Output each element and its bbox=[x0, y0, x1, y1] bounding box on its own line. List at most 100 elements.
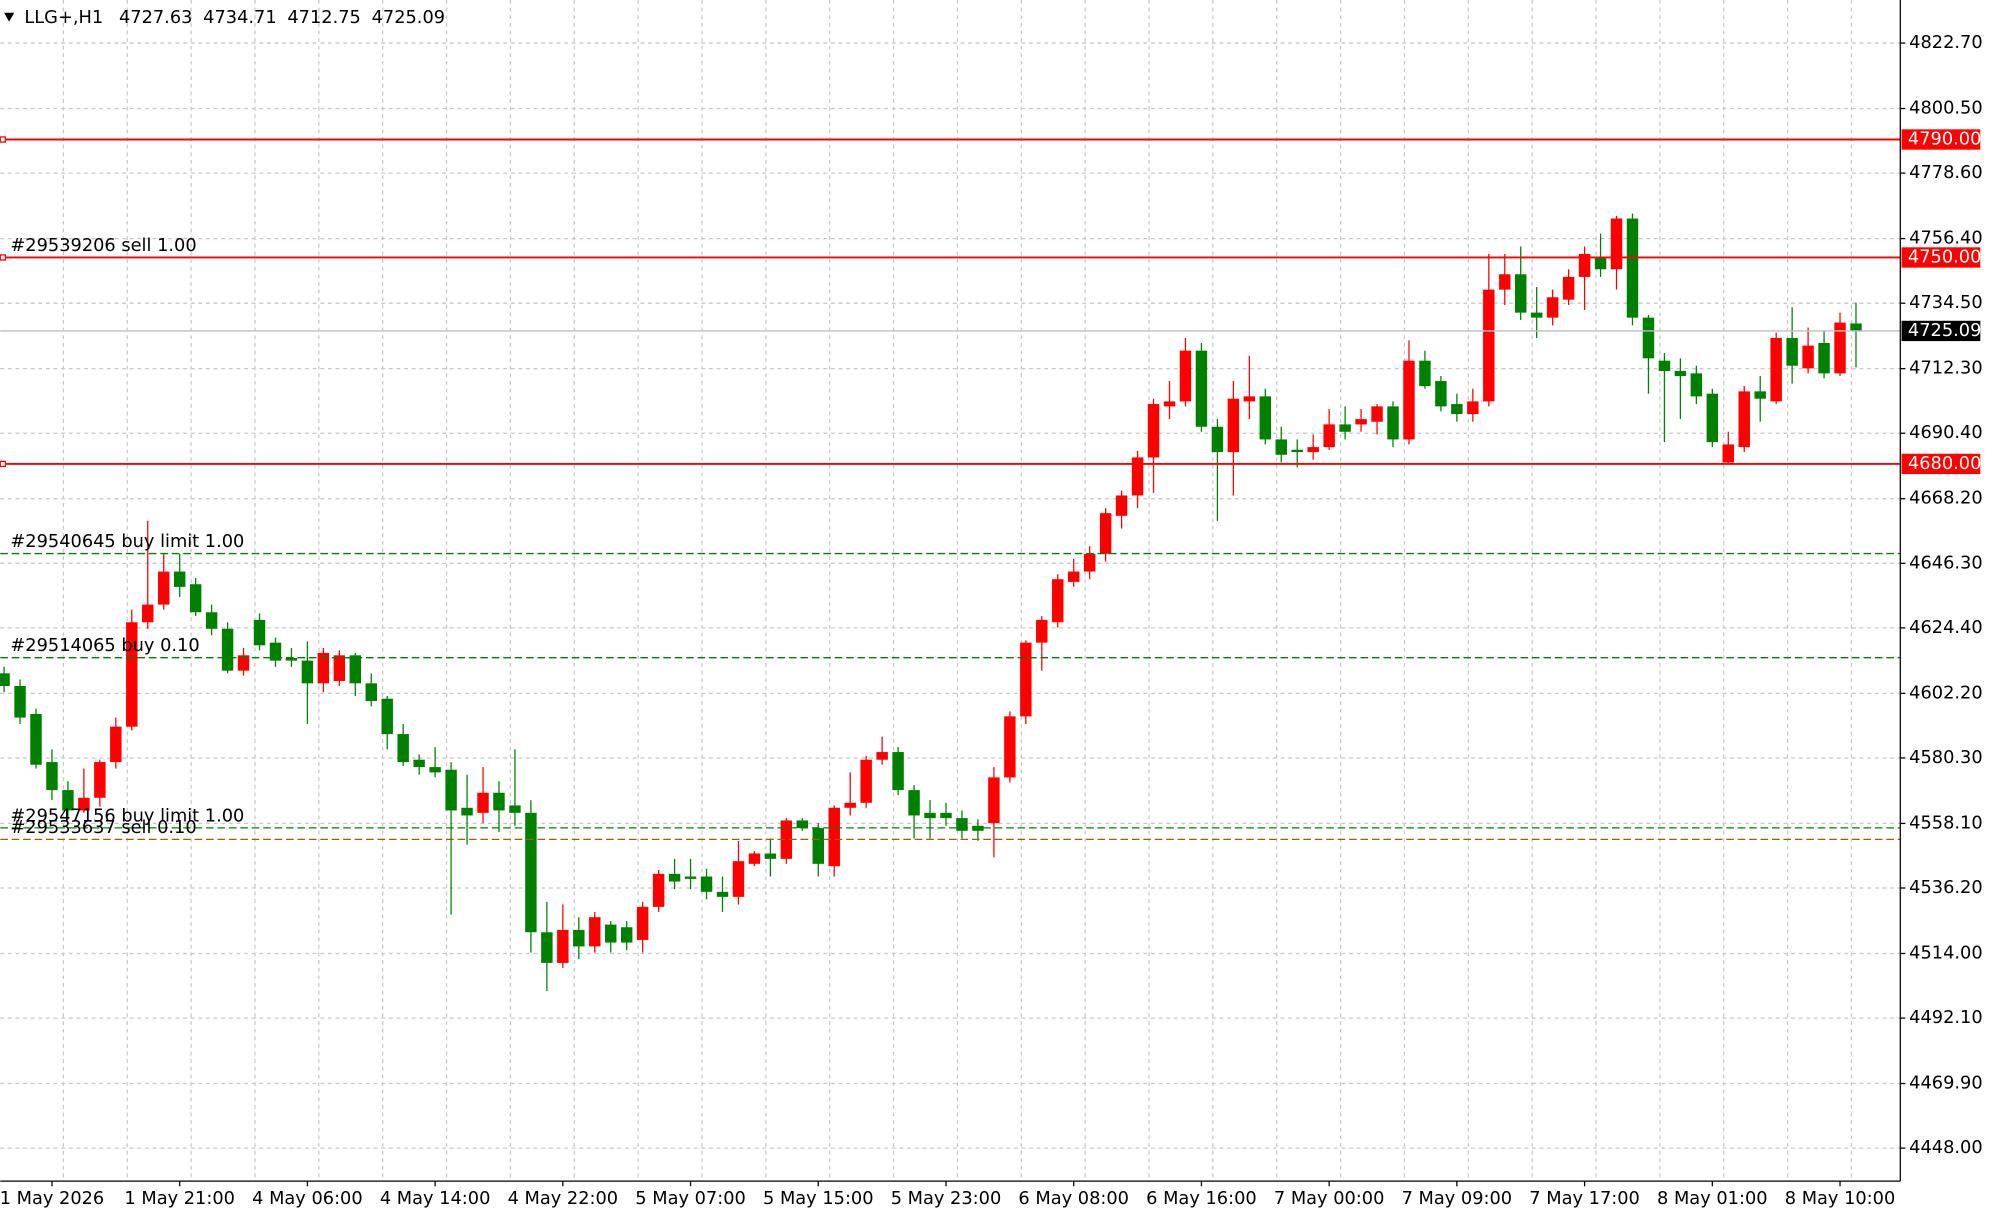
x-tick-label: 8 May 01:00 bbox=[1657, 1188, 1768, 1209]
candle-body bbox=[1642, 317, 1655, 359]
candle-body bbox=[189, 584, 202, 613]
candle-body bbox=[924, 812, 936, 819]
menu-arrow[interactable] bbox=[4, 12, 15, 22]
x-tick-label: 5 May 15:00 bbox=[763, 1188, 874, 1209]
candle-body bbox=[684, 876, 697, 879]
y-tick-label: 4469.90 bbox=[1909, 1073, 1982, 1094]
y-tick-label: 4778.60 bbox=[1909, 162, 1982, 183]
candle-body bbox=[1499, 274, 1511, 290]
candle-body bbox=[1594, 256, 1607, 270]
candle-body bbox=[525, 812, 537, 933]
y-tick-label: 4624.40 bbox=[1909, 617, 1982, 638]
y-tick-label: 4756.40 bbox=[1909, 228, 1982, 249]
candle-body bbox=[78, 797, 90, 811]
candle-body bbox=[1339, 424, 1351, 432]
y-tick-label: 4514.00 bbox=[1909, 942, 1982, 963]
marks bbox=[0, 213, 1862, 991]
h-line-end bbox=[0, 460, 6, 468]
candle-body bbox=[205, 612, 218, 629]
grid bbox=[0, 0, 1901, 1182]
candle-body bbox=[1068, 571, 1080, 582]
candle-body bbox=[1738, 391, 1750, 448]
candle-body bbox=[1467, 401, 1479, 415]
h-line-label-box bbox=[1901, 129, 1981, 150]
x-tick-label: 1 May 21:00 bbox=[124, 1188, 235, 1209]
candle-body bbox=[716, 891, 729, 897]
x-tick-label: 4 May 22:00 bbox=[508, 1188, 619, 1209]
candle-body bbox=[110, 726, 122, 763]
x-tick-label: 7 May 09:00 bbox=[1402, 1188, 1513, 1209]
candle-body bbox=[1451, 404, 1463, 415]
candle-body bbox=[1562, 276, 1575, 300]
y-tick-label: 4448.00 bbox=[1909, 1137, 1982, 1158]
candle-body bbox=[381, 698, 393, 735]
candle-body bbox=[1355, 419, 1367, 425]
y-tick-label: 4536.20 bbox=[1909, 877, 1982, 898]
candle-body bbox=[1610, 218, 1623, 270]
candle-body bbox=[1626, 218, 1639, 318]
header-close: 4725.09 bbox=[372, 7, 445, 28]
candle-body bbox=[1227, 398, 1240, 453]
candle-body bbox=[668, 873, 681, 882]
h-line-label: 4790.00 bbox=[1908, 128, 1981, 149]
candle-body bbox=[796, 820, 809, 829]
candle-body bbox=[1818, 342, 1830, 374]
candle-body bbox=[1674, 371, 1687, 377]
order-label: #29514065 buy 0.10 bbox=[10, 635, 199, 656]
candle-body bbox=[0, 673, 10, 686]
candle-body bbox=[1690, 373, 1703, 397]
candle-body bbox=[541, 932, 553, 963]
candle-body bbox=[1530, 312, 1543, 318]
x-tick-label: 6 May 16:00 bbox=[1146, 1188, 1257, 1209]
order-label: #29540645 buy limit 1.00 bbox=[10, 531, 244, 552]
candle-body bbox=[365, 683, 377, 702]
candle-body bbox=[493, 792, 505, 811]
candle-body bbox=[1658, 360, 1671, 372]
candle-body bbox=[30, 714, 42, 765]
candle-body bbox=[94, 762, 106, 798]
candle-body bbox=[1754, 391, 1766, 399]
candle-body bbox=[397, 734, 409, 763]
candle-body bbox=[876, 752, 888, 760]
candle-body bbox=[1435, 381, 1447, 407]
candle-body bbox=[892, 752, 904, 791]
candle-body bbox=[317, 652, 330, 684]
candle-body bbox=[1850, 323, 1862, 331]
x-tick-label: 4 May 06:00 bbox=[252, 1188, 363, 1209]
candle-body bbox=[1099, 513, 1112, 554]
x-tick-label: 6 May 08:00 bbox=[1018, 1188, 1129, 1209]
x-tick-label: 5 May 07:00 bbox=[635, 1188, 746, 1209]
h-line-label: 4680.00 bbox=[1908, 453, 1981, 474]
x-tick-label: 1 May 2026 bbox=[0, 1188, 104, 1209]
candle-body bbox=[1243, 396, 1256, 402]
price-label: 4725.09 bbox=[1908, 320, 1981, 341]
candle-body bbox=[173, 571, 186, 587]
candle-body bbox=[62, 790, 74, 811]
y-tick-label: 4690.40 bbox=[1909, 422, 1982, 443]
candle-body bbox=[764, 853, 777, 859]
candle-body bbox=[221, 628, 234, 671]
candle-body bbox=[269, 642, 282, 661]
y-tick-label: 4800.50 bbox=[1909, 98, 1982, 119]
candle-body bbox=[413, 759, 425, 768]
y-tick-label: 4712.30 bbox=[1909, 358, 1982, 379]
y-tick-label: 4602.20 bbox=[1909, 682, 1982, 703]
candle-body bbox=[956, 818, 968, 831]
x-tick-label: 5 May 23:00 bbox=[891, 1188, 1002, 1209]
y-tick-label: 4492.10 bbox=[1909, 1007, 1982, 1028]
overlays: 4725.09 #29539206 sell 1.00 #29540645 buy … bbox=[0, 128, 1981, 840]
candle-body bbox=[1163, 401, 1176, 407]
order-label: #29533637 sell 0.10 bbox=[10, 817, 196, 838]
candle-body bbox=[1834, 322, 1846, 374]
order-label: #29539206 sell 1.00 bbox=[10, 235, 196, 256]
candle-body bbox=[780, 820, 793, 859]
candle-body bbox=[605, 924, 617, 943]
candle-body bbox=[126, 622, 138, 727]
candle-body bbox=[1179, 350, 1192, 402]
header-open: 4727.63 bbox=[119, 7, 192, 28]
header-low: 4712.75 bbox=[287, 7, 360, 28]
candle-body bbox=[812, 828, 824, 864]
candle-body bbox=[1307, 447, 1319, 453]
candle-body bbox=[573, 929, 585, 947]
